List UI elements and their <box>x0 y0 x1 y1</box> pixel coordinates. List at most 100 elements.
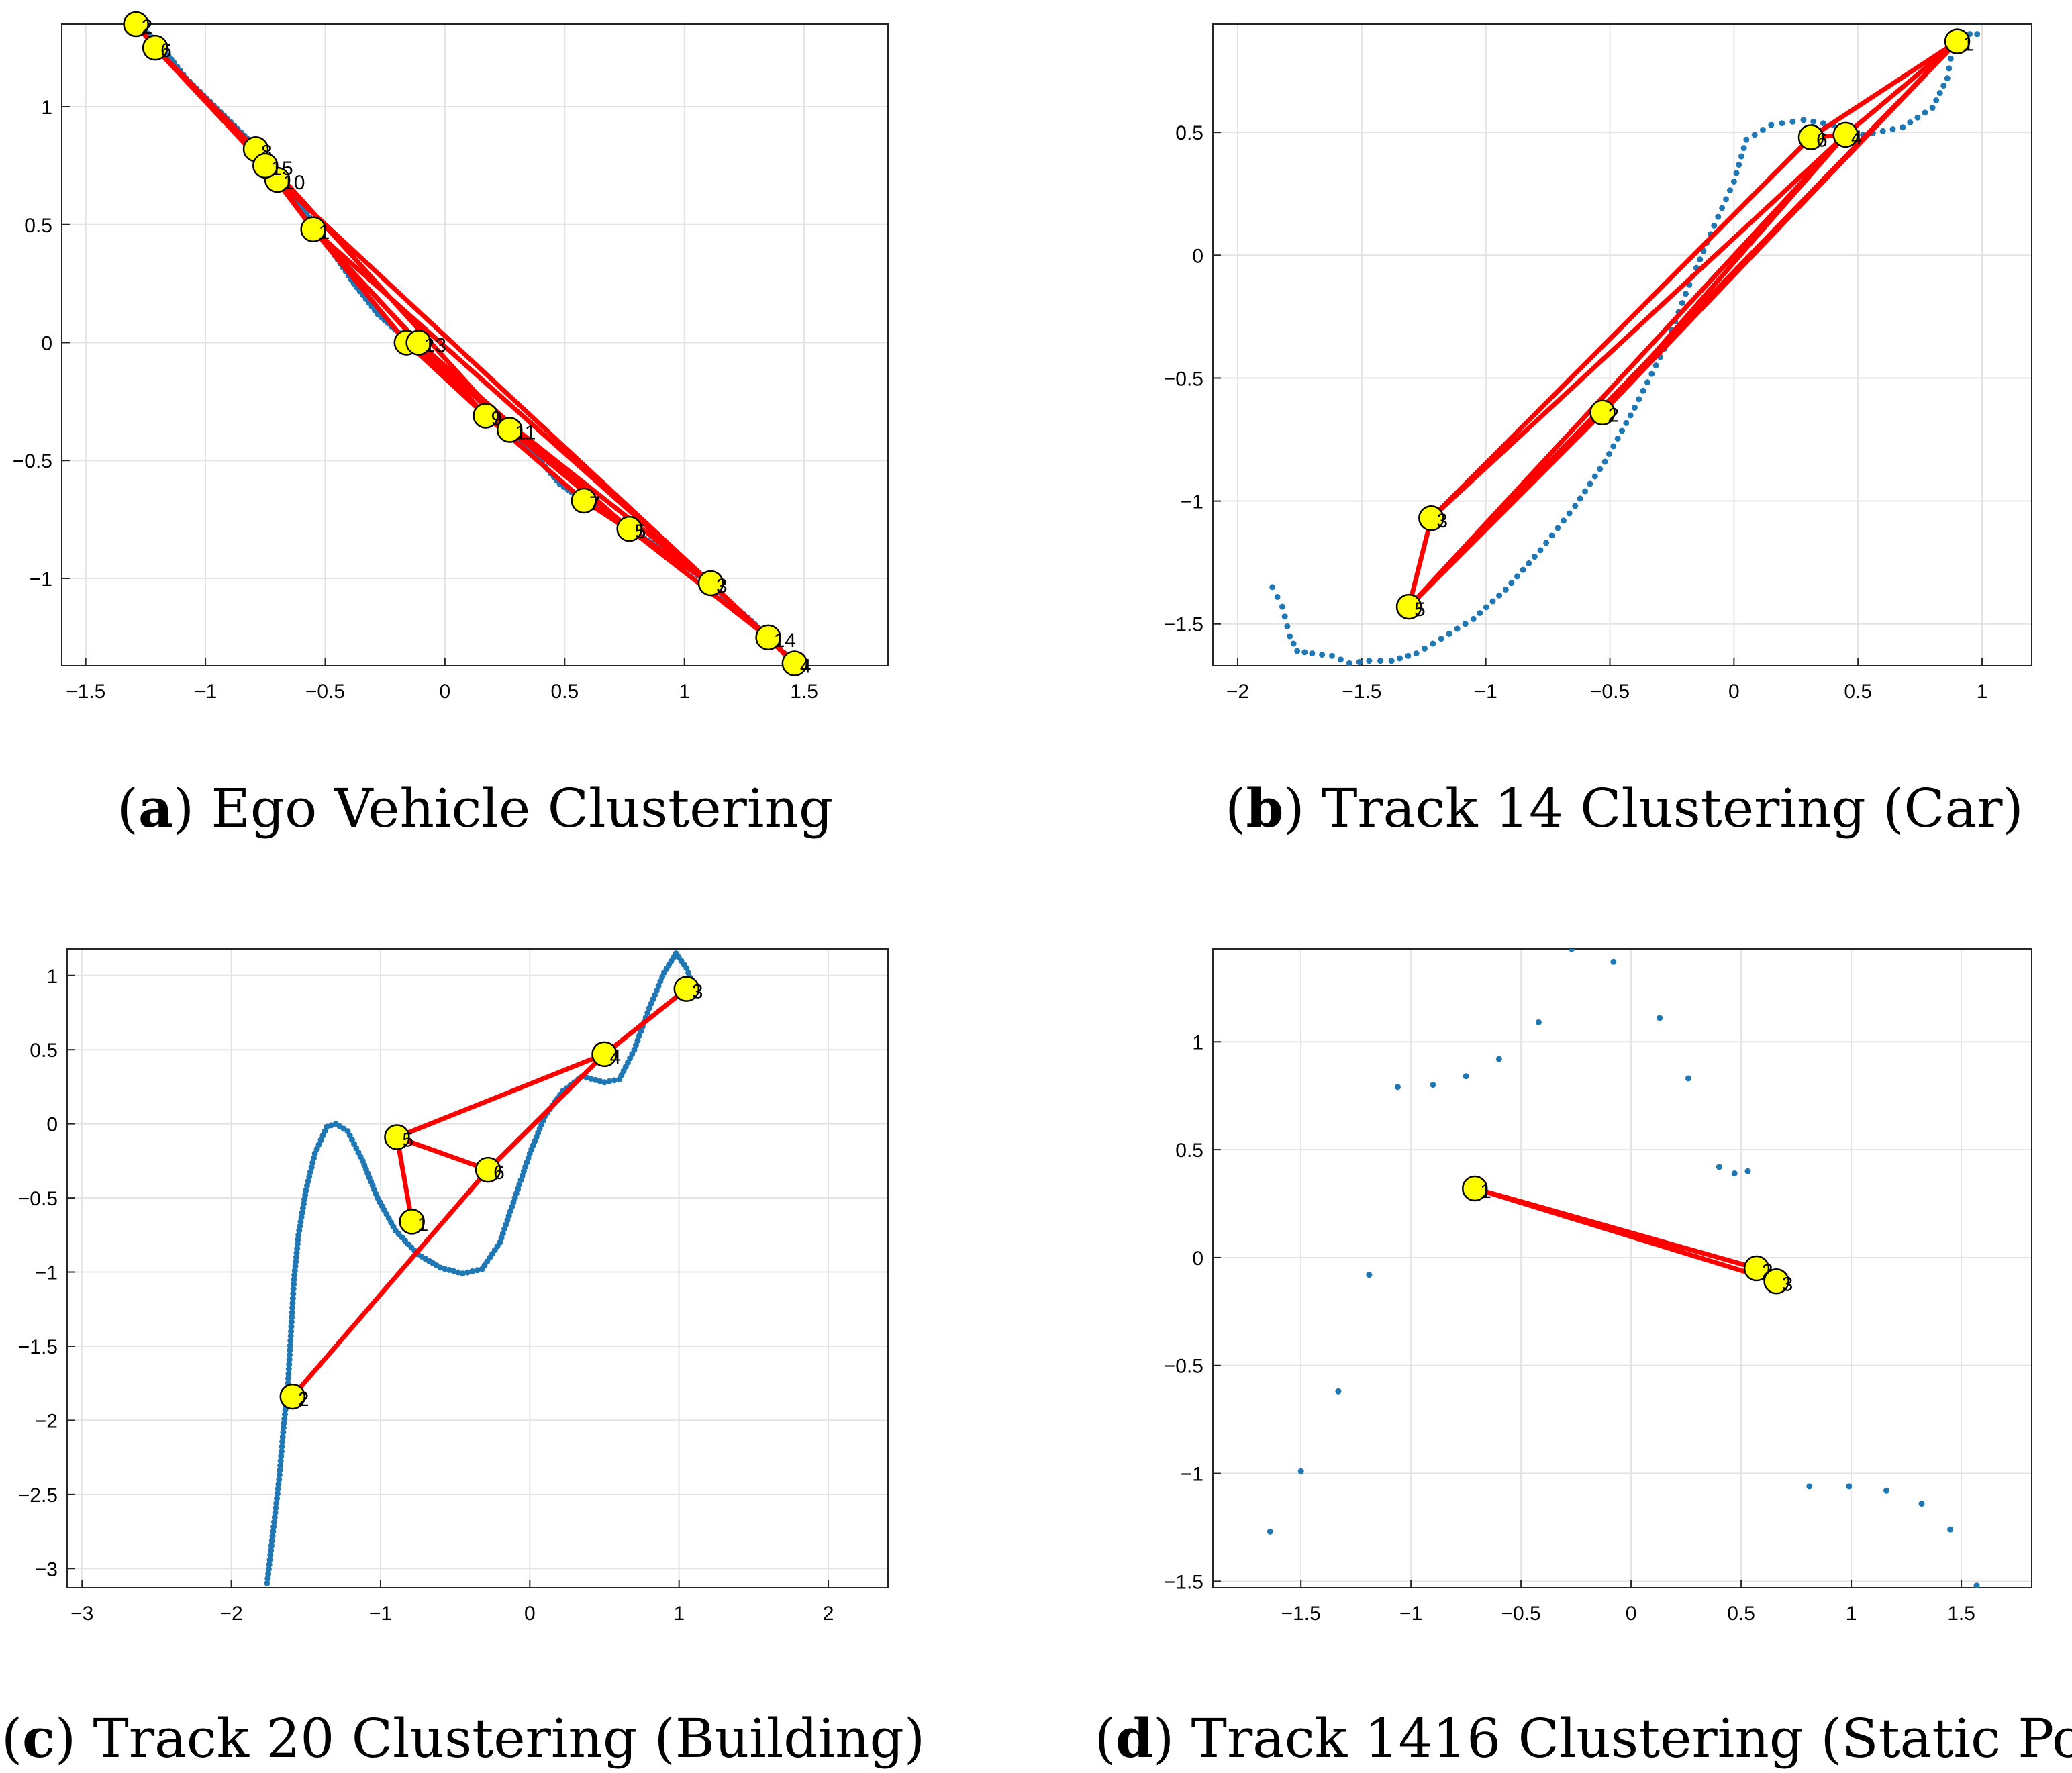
cluster-node-label: 3 <box>1436 510 1448 532</box>
trajectory-point <box>275 1486 281 1492</box>
trajectory-point <box>1759 127 1766 134</box>
trajectory-point <box>290 1290 297 1297</box>
trajectory-point <box>1591 473 1598 480</box>
cluster-node <box>123 11 149 38</box>
trajectory-point <box>1685 1075 1691 1082</box>
trajectory-point <box>1789 118 1796 125</box>
cluster-edge <box>404 340 713 586</box>
trajectory-point <box>1610 443 1617 450</box>
trajectory-point <box>285 1366 292 1372</box>
cluster-edge <box>1406 410 1605 609</box>
trajectory-point <box>299 1209 305 1216</box>
cluster-node <box>475 1156 501 1183</box>
trajectory-point <box>1508 580 1515 587</box>
trajectory-point <box>1974 31 1981 38</box>
panel-b-track-14: −2 −1.5 −1 −0.5 0 0.5 1 −1.5 −1 −0.5 0 0.5 1 2 3 4 5 6 (b)… <box>1164 23 2032 840</box>
y-tick-label: 0 <box>46 1114 58 1136</box>
x-tick-label: 0.5 <box>1727 1603 1755 1625</box>
panel-c-track-20: −3 −2 −1 0 1 2 −3 −2.5 −2 −1.5 −1 −0.5 0 0.5 1 1 2 3 4 5 6 (c… <box>1 948 925 1770</box>
cluster-node-label: 4 <box>800 655 811 677</box>
trajectory-point <box>279 1434 286 1441</box>
cluster-node-label: 14 <box>774 629 796 652</box>
trajectory-point <box>279 1439 286 1446</box>
trajectory-point <box>1846 1483 1853 1490</box>
trajectory-point <box>1719 205 1726 211</box>
trajectory-point <box>297 1218 304 1225</box>
trajectory-point <box>1483 604 1489 611</box>
cluster-node <box>399 1209 425 1235</box>
trajectory-point <box>1281 613 1288 620</box>
trajectory-point <box>1636 396 1642 403</box>
cluster-node-label: 6 <box>160 40 172 62</box>
cluster-node-label: 7 <box>589 493 601 515</box>
trajectory-point <box>274 1490 281 1497</box>
trajectory-point <box>1973 1582 1980 1588</box>
cluster-node <box>1743 1255 1770 1282</box>
cluster-node <box>1589 399 1616 425</box>
cluster-node-label: 3 <box>1782 1273 1793 1295</box>
y-tick-label: 0 <box>1192 245 1203 267</box>
cluster-node <box>384 1124 410 1150</box>
caption-text: Track 14 Clustering (Car) <box>1322 777 2024 840</box>
x-tick-label: 0 <box>440 680 451 703</box>
trajectory-point <box>1394 1084 1401 1091</box>
trajectory-point <box>278 1453 285 1460</box>
y-tick-label: 0.5 <box>30 1040 58 1062</box>
trajectory-point <box>276 1476 283 1483</box>
trajectory-point <box>1779 120 1785 127</box>
cluster-edge <box>1406 515 1434 609</box>
trajectory-point <box>1463 1073 1469 1080</box>
trajectory-point <box>1743 136 1750 143</box>
trajectory-point <box>1346 660 1352 666</box>
trajectory-point <box>1922 109 1928 116</box>
cluster-edge <box>1843 39 1960 138</box>
trajectory-point <box>270 1519 277 1525</box>
cluster-edge <box>290 1167 491 1399</box>
trajectory-point <box>292 1263 299 1270</box>
trajectory-point <box>1733 170 1740 176</box>
cluster-edge <box>1599 132 1848 415</box>
trajectory-point <box>1470 615 1477 622</box>
trajectory-point <box>1640 387 1646 394</box>
trajectory-point <box>1652 362 1659 369</box>
y-tick-label: 1 <box>1192 1031 1203 1054</box>
cluster-edge <box>602 986 689 1057</box>
trajectory-point <box>1597 466 1604 472</box>
trajectory-point <box>1648 370 1655 377</box>
trajectory-point <box>293 1258 299 1265</box>
cluster-edge <box>394 1135 415 1224</box>
x-tick-label: 0.5 <box>550 680 579 703</box>
trajectory-point <box>1683 291 1689 297</box>
cluster-node <box>300 216 326 243</box>
trajectory-point <box>1723 196 1730 203</box>
trajectory-point <box>273 1505 279 1511</box>
trajectory-point <box>281 1411 288 1418</box>
trajectory-point <box>288 1323 295 1330</box>
trajectory-point <box>601 1079 608 1086</box>
trajectory-point <box>271 1514 278 1521</box>
axes-box <box>61 23 889 666</box>
y-tick-label: −1 <box>1181 1464 1203 1486</box>
panel-d-track-1416: −1.5 −1 −0.5 0 0.5 1 1.5−1.5−1−0.500.51123(d) … <box>1095 948 2072 1770</box>
cluster-edge <box>1428 132 1848 521</box>
trajectory-point <box>299 1205 306 1212</box>
trajectory-point <box>636 1033 642 1040</box>
cluster-edge <box>485 1052 607 1172</box>
plot-content <box>1269 31 1981 666</box>
x-tick-label: 1.5 <box>790 680 818 703</box>
caption-letter: a <box>138 776 173 840</box>
trajectory-point <box>1582 488 1589 495</box>
trajectory-point <box>1768 121 1775 128</box>
trajectory-point <box>644 1009 651 1016</box>
x-tick-label: −2 <box>1226 680 1249 703</box>
trajectory-point <box>1446 630 1452 637</box>
trajectory-point <box>1537 547 1544 554</box>
trajectory-point <box>309 1160 316 1166</box>
trajectory-point <box>631 1046 638 1053</box>
trajectory-point <box>287 1337 294 1344</box>
trajectory-point <box>281 1415 288 1422</box>
cluster-edge <box>1428 134 1814 521</box>
trajectory-point <box>1356 659 1363 666</box>
x-tick-label: 1 <box>673 1603 685 1625</box>
axes-box <box>1212 948 2032 1588</box>
